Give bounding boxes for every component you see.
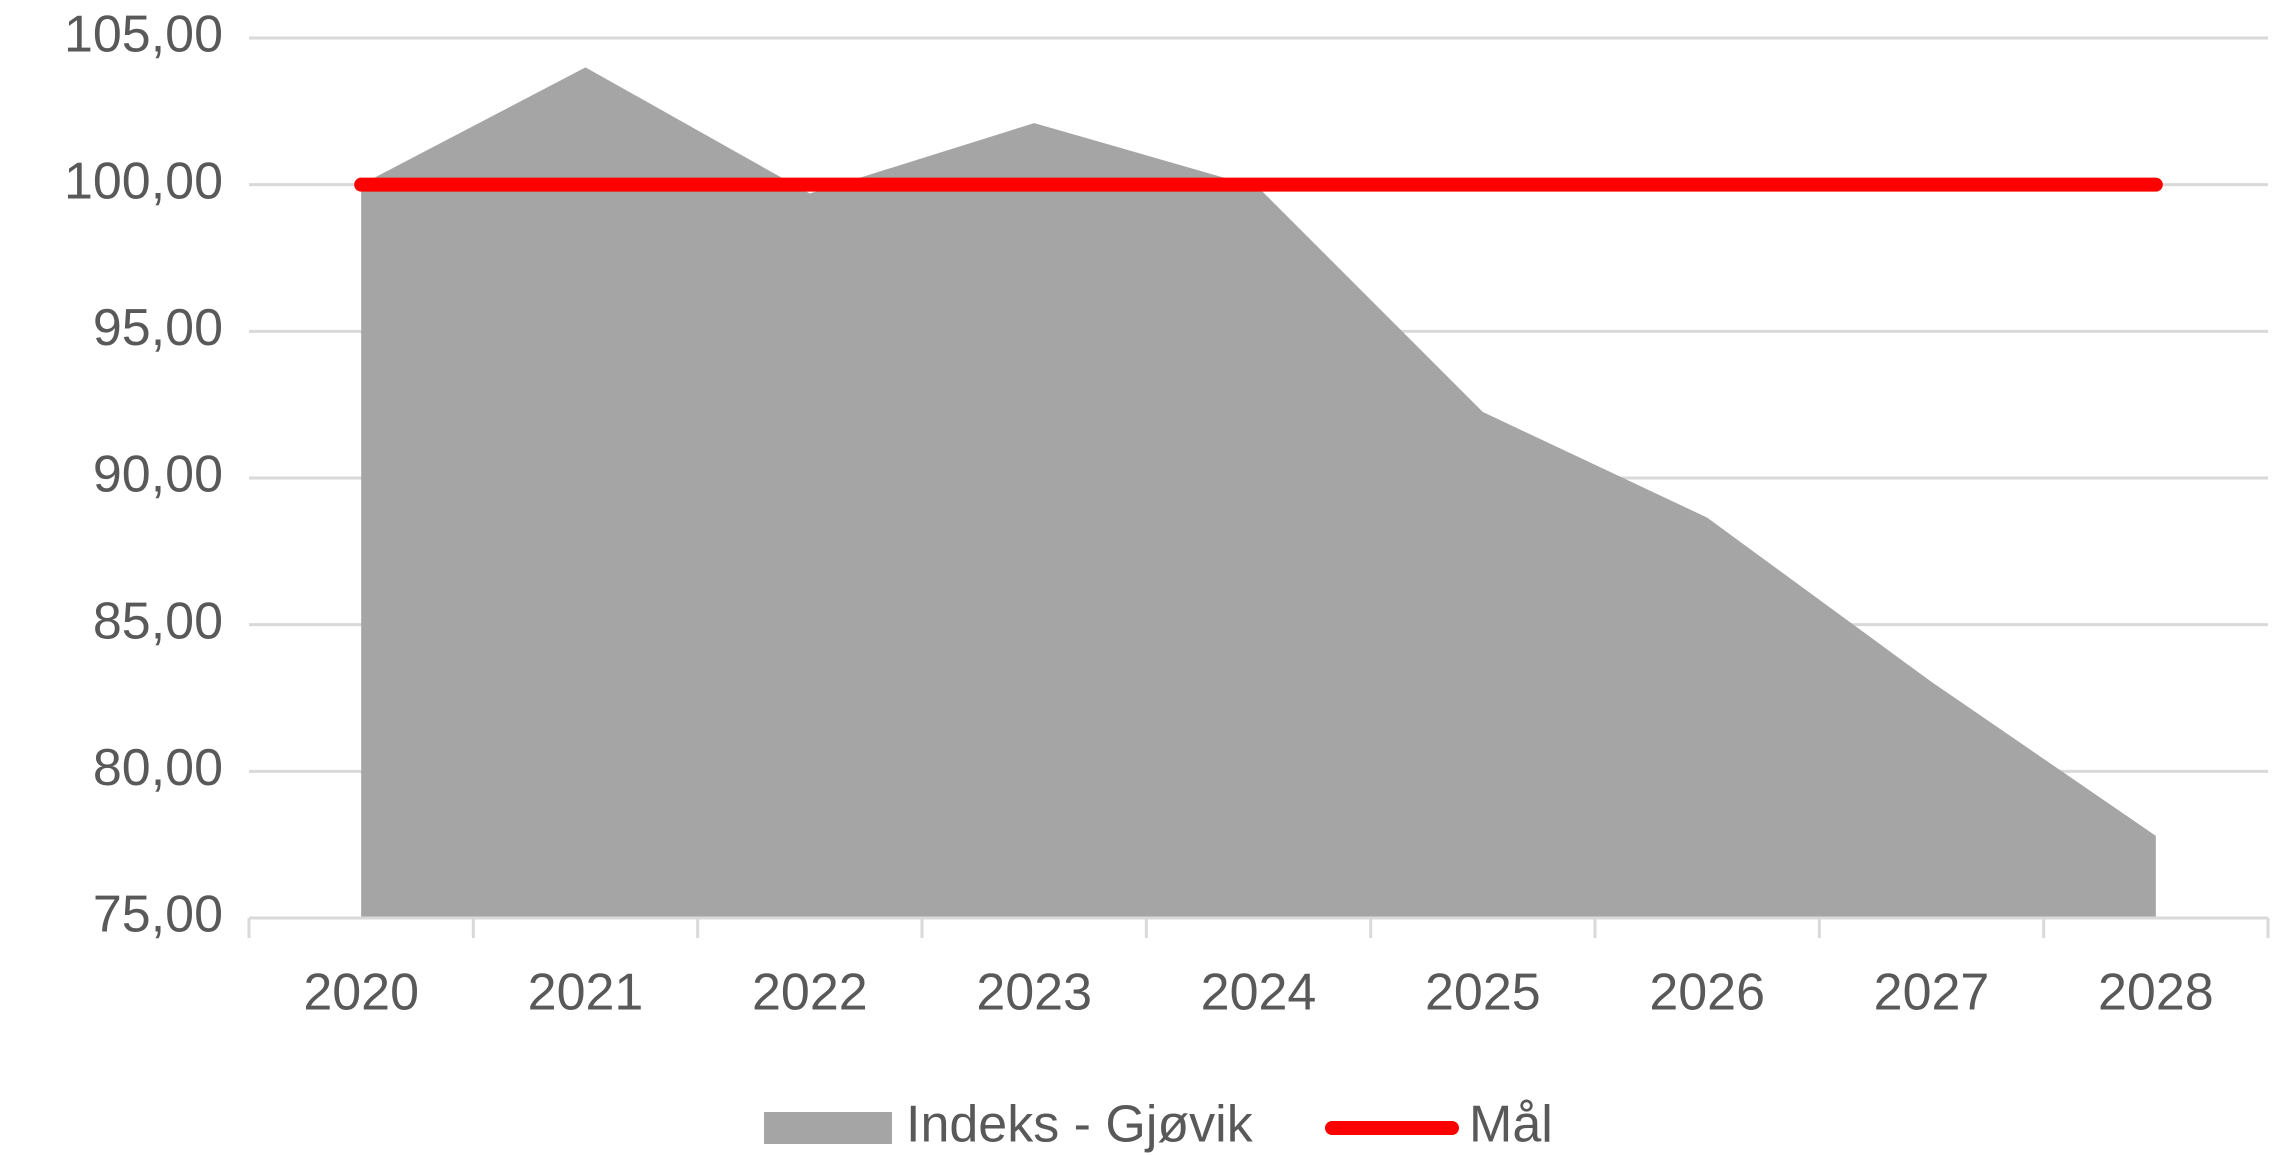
legend-swatch [764, 1112, 892, 1144]
y-tick-label: 75,00 [93, 886, 223, 944]
legend-label: Indeks - Gjøvik [906, 1096, 1254, 1154]
x-tick-label: 2021 [528, 964, 644, 1022]
y-tick-label: 85,00 [93, 592, 223, 650]
x-tick-label: 2024 [1201, 964, 1317, 1022]
x-tick-label: 2020 [303, 964, 419, 1022]
y-tick-label: 105,00 [64, 6, 223, 64]
y-tick-label: 90,00 [93, 446, 223, 504]
x-tick-label: 2025 [1425, 964, 1541, 1022]
y-tick-label: 80,00 [93, 739, 223, 797]
x-tick-label: 2023 [976, 964, 1092, 1022]
x-tick-label: 2028 [2098, 964, 2214, 1022]
legend-label: Mål [1469, 1096, 1553, 1154]
y-tick-label: 100,00 [64, 152, 223, 210]
x-tick-label: 2026 [1649, 964, 1765, 1022]
x-tick-label: 2027 [1874, 964, 1990, 1022]
x-tick-label: 2022 [752, 964, 868, 1022]
y-tick-label: 95,00 [93, 299, 223, 357]
area [361, 67, 2156, 919]
